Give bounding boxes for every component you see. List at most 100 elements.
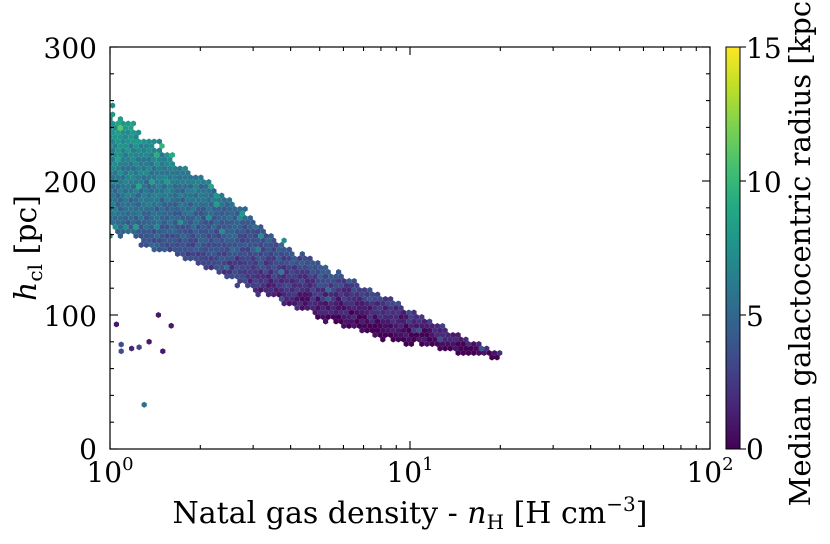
hexbin-cell-116 [143,170,149,176]
hexbin-cell-723 [265,282,272,289]
hexbin-cell-518 [247,242,253,248]
hexbin-cell-129 [130,174,136,181]
hexbin-cell-590 [255,255,261,262]
hexbin-cell-327 [110,215,113,221]
hexbin-cell-278 [128,206,134,212]
hexbin-cell-864 [369,309,375,316]
hexbin-cell-487 [229,237,235,244]
hexbin-cell-886 [382,314,388,320]
hexbin-cell-503 [169,242,175,248]
hexbin-cell-997 [476,341,482,347]
hexbin-cell-117 [149,170,155,176]
y-tick-label-200: 200 [44,166,97,199]
hexbin-cell-958 [408,332,414,338]
hexbin-cell-313 [172,210,178,217]
hexbin-cell-919 [367,323,373,329]
hexbin-cell-41 [133,143,139,149]
hexbin-cell-733 [317,282,323,289]
hexbin-cell-171 [151,183,157,190]
hexbin-cell-937 [375,327,381,334]
hexbin-cell-548 [271,246,277,253]
hexbin-cell-530 [177,246,183,253]
hexbin-cell-859 [343,309,349,316]
hexbin-cell-81 [110,161,113,167]
hexbin-cell-305 [130,210,136,217]
hexbin-cell-457 [206,233,212,239]
hexbin-cell-653 [237,269,243,275]
hexbin-cell-812 [297,300,303,307]
hexbin-cell-405 [226,224,233,230]
hexbin-cell-632 [239,264,246,271]
y-tick-label-100: 100 [44,300,97,333]
hexbin-cell-374 [208,219,214,226]
hexbin-cell-382 [250,219,256,226]
y-tick-label-0: 0 [79,433,97,466]
hexbin-cell-320 [208,210,214,217]
hexbin-cell-799 [341,296,347,302]
hexbin-cell-263 [177,201,183,208]
hexbin-cell-929 [419,323,425,329]
hexbin-cell-483 [208,237,214,244]
hexbin-cell-207 [125,192,131,199]
hexbin-cell-355 [110,219,116,226]
outlier-point-6 [160,348,166,355]
hexbin-cell-353 [242,215,248,221]
hexbin-cell-652 [232,269,238,275]
hexbin-cell-134 [156,174,162,181]
hexbin-cell-791 [299,296,305,302]
hexbin-cell-462 [232,233,238,239]
hexbin-cell-928 [414,323,420,329]
hexbin-cell-239 [175,197,181,203]
hexbin-cell-665 [299,269,305,275]
hexbin-cell-807 [382,296,388,302]
hexbin-cell-502 [164,242,170,248]
hexbin-cell-966 [450,332,456,338]
hexbin-cell-379 [234,219,240,226]
hexbin-cell-757 [336,287,342,293]
hexbin-cell-461 [226,233,233,239]
hexbin-cell-388 [138,224,144,230]
hexbin-cell-621 [299,260,305,266]
hexbin-cell-810 [286,300,292,307]
hexbin-cell-9 [110,125,113,131]
hexbin-cell-687 [302,273,308,280]
hexbin-cell-468 [263,233,269,239]
hexbin-cell-674 [234,273,240,280]
hexbin-cell-720 [250,282,256,289]
hexbin-cell-529 [172,246,178,253]
hexbin-cell-211 [146,192,152,199]
hexbin-cell-317 [193,210,199,217]
hexbin-cell-800 [346,296,352,302]
hexbin-cell-247 [216,197,222,203]
hexbin-cell-625 [203,264,209,271]
hexbin-cell-27 [115,138,121,145]
hexbin-cell-97 [125,165,131,172]
hexbin-cell-988 [429,341,435,347]
hexbin-cell-194 [164,188,170,194]
hexbin-cell-1017 [489,354,495,361]
hexbin-cell-229 [123,197,129,203]
hexbin-cell-447 [154,233,160,239]
hexbin-cell-166 [125,183,131,190]
hexbin-cell-1016 [497,350,503,356]
hexbin-cell-758 [341,287,347,293]
hexbin-cell-602 [200,260,207,266]
hexbin-cell-39 [123,143,129,149]
hexbin-cell-406 [232,224,238,230]
hexbin-cell-133 [151,174,157,181]
hexbin-cell-1006 [478,345,485,352]
hexbin-cell-984 [403,341,409,347]
hexbin-cell-28 [120,138,126,145]
hexbin-cell-670 [325,269,331,275]
hexbin-cell-875 [325,314,331,320]
hexbin-cell-983 [463,336,469,343]
hexbin-cell-979 [442,336,448,343]
hexbin-cell-228 [117,197,123,203]
hexbin-cell-430 [208,228,214,235]
hexbin-cell-395 [175,224,181,230]
hexbin-cell-167 [130,183,136,190]
hexbin-cell-294 [211,206,217,212]
hexbin-cell-661 [278,269,285,275]
hexbin-cell-846 [367,305,373,311]
hexbin-cell-78 [156,156,162,163]
